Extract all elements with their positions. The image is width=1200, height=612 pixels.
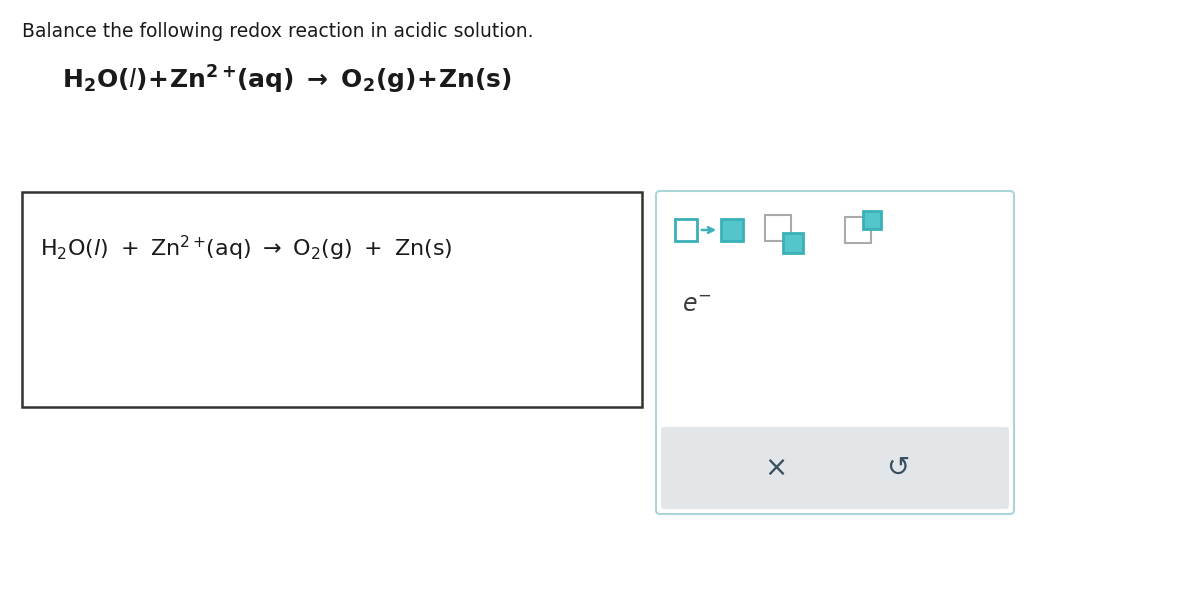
Bar	[721, 219, 743, 241]
FancyBboxPatch shape	[661, 427, 1009, 509]
Text: ×: ×	[764, 454, 787, 482]
Bar	[674, 219, 697, 241]
Bar	[22, 192, 642, 407]
FancyBboxPatch shape	[656, 191, 1014, 514]
Text: $\mathit{e}^{-}$: $\mathit{e}^{-}$	[682, 293, 712, 317]
Text: $\mathregular{H_2O(\mathit{l})\ +\ Zn^{2+}\!(aq)\ \rightarrow\ O_2(g)\ +\ Zn(s)}: $\mathregular{H_2O(\mathit{l})\ +\ Zn^{2…	[40, 234, 452, 263]
Bar	[766, 215, 791, 241]
Bar	[863, 211, 881, 229]
Bar	[845, 217, 871, 243]
Text: ↺: ↺	[887, 454, 910, 482]
Text: Balance the following redox reaction in acidic solution.: Balance the following redox reaction in …	[22, 22, 534, 41]
Bar	[784, 233, 803, 253]
Text: $\mathregular{H_2O(\mathit{l})\!+\!Zn^{2+}\!(aq)\ \rightarrow\ O_2(g)\!+\!Zn(s)}: $\mathregular{H_2O(\mathit{l})\!+\!Zn^{2…	[62, 64, 512, 96]
